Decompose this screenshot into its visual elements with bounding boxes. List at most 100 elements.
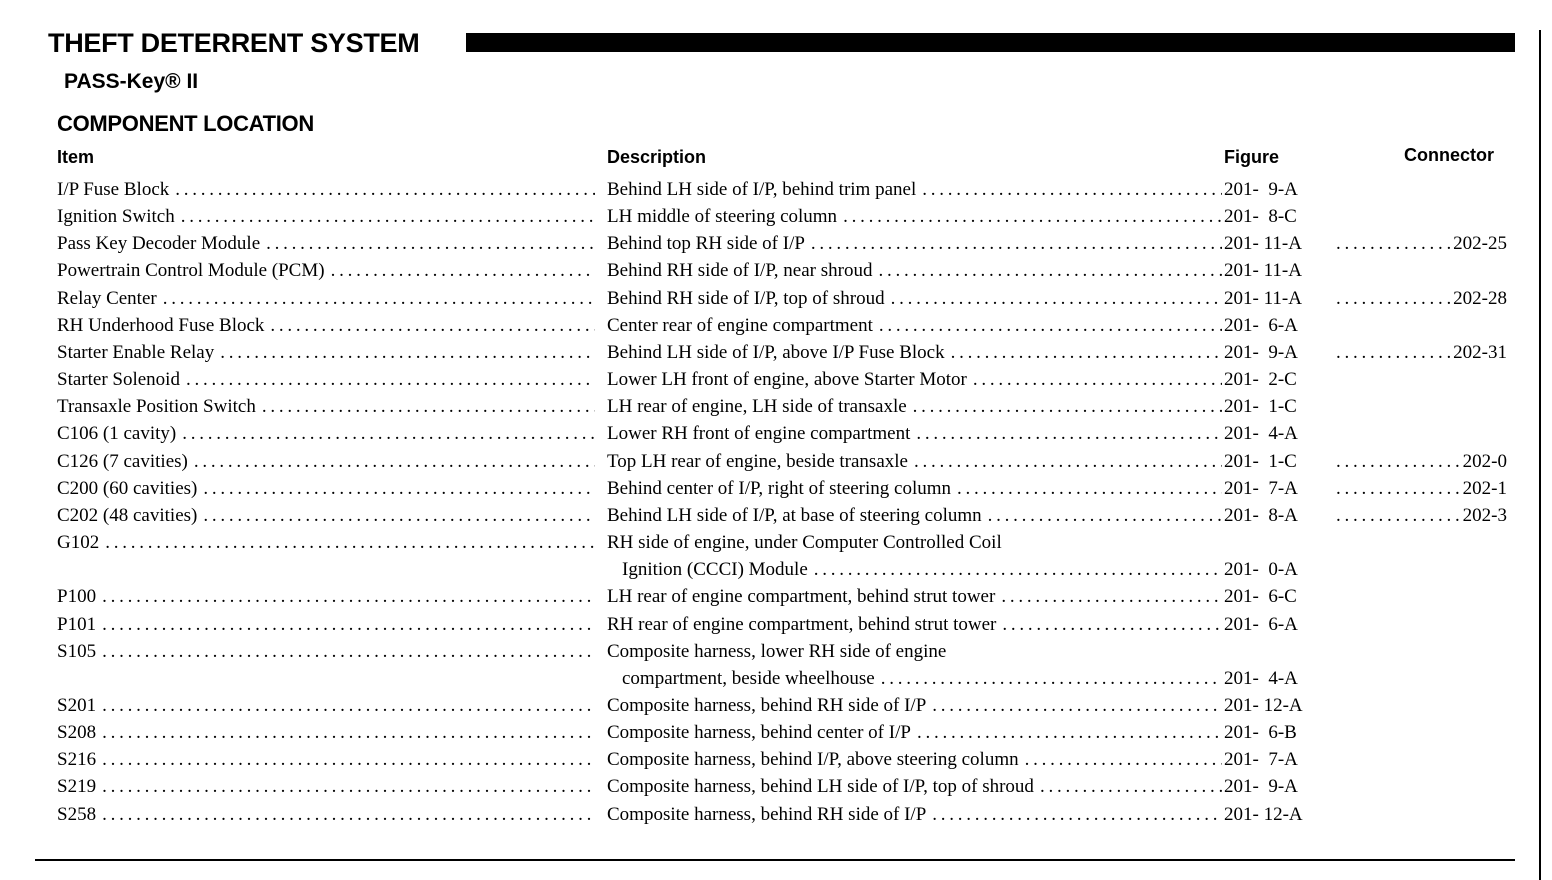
dot-leader [96, 641, 595, 663]
description-cell: Behind LH side of I/P, behind trim panel [607, 179, 1222, 201]
item-name: S208 [57, 722, 97, 744]
figure-ref: 201- 9-A [1224, 341, 1298, 363]
dot-leader [808, 559, 1222, 581]
connector-ref: 202-28 [1453, 287, 1507, 309]
description-text: Lower RH front of engine compartment [607, 423, 911, 445]
description-cell: Composite harness, behind LH side of I/P… [607, 776, 1222, 798]
description-cell: Lower RH front of engine compartment [607, 423, 1222, 445]
table-row: S201 Composite harness, behind RH side of… [0, 695, 1552, 722]
item-cell: Starter Enable Relay [57, 342, 595, 364]
description-cell: Top LH rear of engine, beside transaxle [607, 451, 1222, 473]
item-name: RH Underhood Fuse Block [57, 314, 265, 336]
description-cell: RH rear of engine compartment, behind st… [607, 614, 1222, 636]
description-text: Composite harness, behind RH side of I/P [607, 803, 927, 825]
table-row: Relay Center Behind RH side of I/P, top o… [0, 288, 1552, 315]
description-cell: Composite harness, lower RH side of engi… [607, 641, 1222, 663]
figure-ref: 201- 11-A [1224, 287, 1302, 309]
item-cell: Starter Solenoid [57, 369, 595, 391]
table-row: S219 Composite harness, behind LH side of… [0, 776, 1552, 803]
item-cell: P100 [57, 586, 595, 608]
description-cell: compartment, beside wheelhouse [622, 668, 1222, 690]
dot-leader [1330, 342, 1453, 364]
dot-leader [805, 233, 1222, 255]
dot-leader [96, 804, 595, 826]
description-text: RH rear of engine compartment, behind st… [607, 613, 997, 635]
connector-cell: 202-31 [1330, 342, 1507, 364]
description-cell: Composite harness, behind RH side of I/P [607, 804, 1222, 826]
dot-leader [916, 179, 1222, 201]
table-row: P100 LH rear of engine compartment, behin… [0, 586, 1552, 613]
figure-ref: 201- 0-A [1224, 559, 1298, 581]
figure-ref: 201- 7-A [1224, 477, 1298, 499]
description-text: Behind center of I/P, right of steering … [607, 477, 952, 499]
description-text: compartment, beside wheelhouse [622, 667, 875, 689]
dot-leader [926, 804, 1222, 826]
figure-ref: 201- 6-A [1224, 314, 1298, 336]
column-header-connector: Connector [1404, 145, 1494, 165]
dot-leader [197, 478, 595, 500]
item-name: I/P Fuse Block [57, 179, 170, 200]
item-cell: RH Underhood Fuse Block [57, 315, 595, 337]
description-cell: Behind top RH side of I/P [607, 233, 1222, 255]
dot-leader [325, 260, 595, 282]
connector-ref: 202-1 [1462, 477, 1507, 499]
figure-ref: 201- 12-A [1224, 803, 1303, 825]
description-text: LH rear of engine, LH side of transaxle [607, 396, 907, 418]
dot-leader [996, 614, 1222, 636]
description-text: Composite harness, behind center of I/P [607, 722, 911, 744]
item-cell: S219 [57, 776, 595, 798]
connector-cell: 202-0 [1330, 451, 1507, 473]
description-text: Behind LH side of I/P, behind trim panel [607, 179, 917, 200]
dot-leader [1330, 478, 1463, 500]
item-name: C106 (1 cavity) [57, 423, 177, 445]
item-cell: C126 (7 cavities) [57, 451, 595, 473]
item-cell: I/P Fuse Block [57, 179, 595, 201]
table-row: C126 (7 cavities) Top LH rear of engine, … [0, 451, 1552, 478]
item-name: Transaxle Position Switch [57, 396, 256, 418]
description-text: RH side of engine, under Computer Contro… [607, 532, 1002, 554]
description-text: Center rear of engine compartment [607, 314, 873, 336]
description-cell: Ignition (CCCI) Module [622, 559, 1222, 581]
figure-ref: 201- 8-C [1224, 206, 1297, 228]
description-text: Behind LH side of I/P, at base of steeri… [607, 504, 982, 526]
dot-leader [260, 233, 595, 255]
page-title: THEFT DETERRENT SYSTEM [48, 28, 420, 58]
item-name: Pass Key Decoder Module [57, 233, 261, 255]
item-name: S105 [57, 640, 97, 662]
dot-leader [945, 342, 1222, 364]
item-cell: Powertrain Control Module (PCM) [57, 260, 595, 282]
table-row: G102 RH side of engine, under Computer Co… [0, 532, 1552, 559]
description-cell: Behind LH side of I/P, at base of steeri… [607, 505, 1222, 527]
item-name: S258 [57, 803, 97, 825]
item-cell: Ignition Switch [57, 206, 595, 228]
description-text: Composite harness, behind LH side of I/P… [607, 776, 1034, 798]
table-row: I/P Fuse Block Behind LH side of I/P, beh… [0, 179, 1552, 206]
dot-leader [926, 695, 1222, 717]
item-name: P101 [57, 613, 97, 635]
description-cell: Lower LH front of engine, above Starter … [607, 369, 1222, 391]
item-name: C200 (60 cavities) [57, 477, 198, 499]
dot-leader [96, 586, 595, 608]
table-row: Pass Key Decoder Module Behind top RH sid… [0, 233, 1552, 260]
dot-leader [1330, 288, 1453, 310]
description-text: Behind top RH side of I/P [607, 233, 805, 255]
figure-ref: 201- 2-C [1224, 369, 1297, 391]
dot-leader [910, 423, 1222, 445]
figure-ref: 201- 6-C [1224, 586, 1297, 608]
figure-ref: 201- 1-C [1224, 396, 1297, 418]
description-text: Behind RH side of I/P, top of shroud [607, 287, 885, 309]
column-header-figure: Figure [1224, 147, 1280, 167]
description-cell: Behind RH side of I/P, top of shroud [607, 288, 1222, 310]
connector-cell: 202-25 [1330, 233, 1507, 255]
item-cell: S208 [57, 722, 595, 744]
description-text: LH middle of steering column [607, 206, 838, 228]
description-text: LH rear of engine compartment, behind st… [607, 586, 996, 608]
dot-leader [873, 315, 1222, 337]
description-cell: LH rear of engine, LH side of transaxle [607, 396, 1222, 418]
description-cell: RH side of engine, under Computer Contro… [607, 532, 1222, 554]
dot-leader [951, 478, 1222, 500]
connector-ref: 202-0 [1462, 450, 1507, 472]
item-name: Starter Enable Relay [57, 341, 215, 363]
table-row: Starter Enable Relay Behind LH side of I/… [0, 342, 1552, 369]
connector-ref: 202-3 [1462, 504, 1507, 526]
